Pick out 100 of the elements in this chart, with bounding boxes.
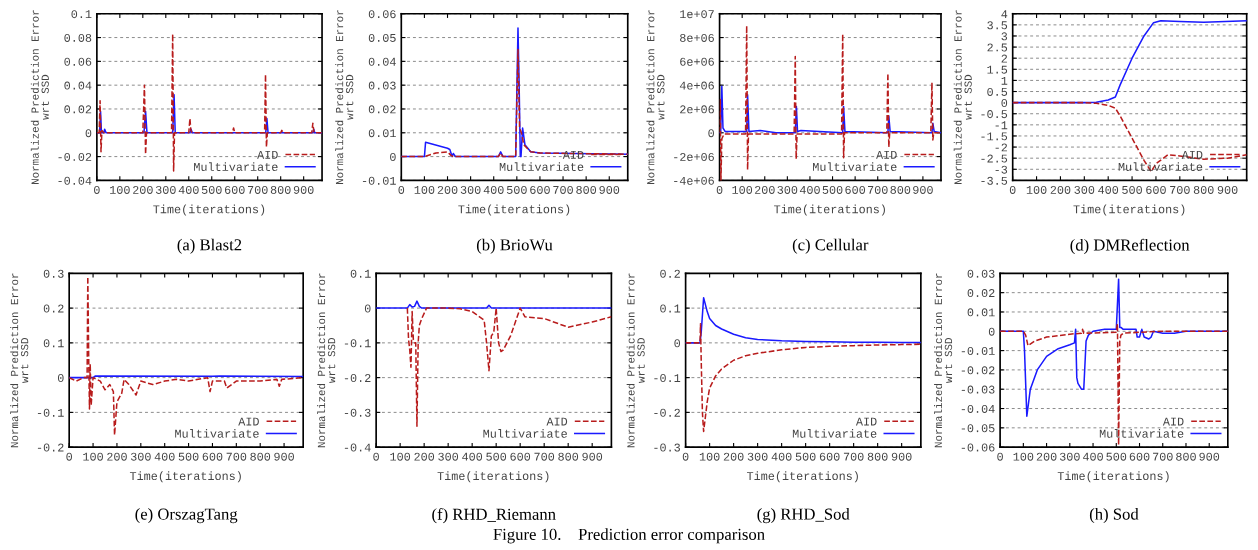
y-tick-label: 0.06	[64, 57, 92, 66]
y-tick-label: 0	[1001, 99, 1008, 108]
legend-label: Multivariate	[194, 162, 278, 171]
text: (d) DMReflection	[1070, 238, 1190, 255]
legend-label: AID	[238, 417, 259, 426]
x-tick-label: 800	[250, 452, 271, 461]
y-tick-label: -1.5	[981, 132, 1008, 141]
y-tick-label: -0.02	[58, 152, 92, 161]
legend-label: Multivariate	[792, 429, 877, 438]
text: (c) Cellular	[792, 238, 869, 254]
legend-label: Multivariate	[483, 429, 567, 438]
x-tick-label: 400	[799, 185, 820, 194]
x-tick-label: 300	[460, 185, 481, 194]
y-tick-label: -0.2	[344, 374, 371, 383]
y-tick-label: -2e+06	[674, 152, 714, 161]
x-tick-label: 300	[155, 185, 176, 194]
y-tick-label: 1	[1001, 76, 1008, 85]
y-tick-label: -0.1	[654, 374, 681, 383]
legend-label: AID	[876, 150, 897, 159]
x-tick-label: 400	[462, 452, 483, 461]
y-tick-label: -0.01	[362, 176, 396, 185]
text: (a) Blast2	[177, 238, 242, 254]
y-tick-label: -0.4	[344, 443, 371, 452]
y-tick-label: -0.1	[344, 339, 371, 348]
x-tick-label: 900	[599, 185, 620, 194]
y-tick-label: 0.01	[368, 129, 396, 138]
y-tick-label: 0.5	[987, 87, 1008, 96]
y-tick-label: 0.1	[350, 269, 371, 278]
x-tick-label: 400	[154, 452, 175, 461]
y-tick-label: -0.02	[961, 366, 995, 375]
x-tick-label: 600	[1129, 452, 1150, 461]
y-tick-label: 0.03	[368, 81, 396, 90]
x-tick-label: 200	[1050, 185, 1071, 194]
x-tick-label: 500	[506, 185, 527, 194]
x-tick-label: 0	[94, 185, 100, 194]
y-tick-label: 0.02	[967, 289, 995, 298]
x-tick-label: 700	[247, 185, 268, 194]
x-tick-label: 200	[133, 185, 153, 194]
x-tick-label: 500	[486, 452, 507, 461]
y-axis-title: Normalized Prediction Error wrt SSD	[10, 273, 29, 448]
x-tick-label: 0	[398, 185, 405, 194]
x-tick-label: 0	[1009, 185, 1016, 194]
x-tick-label: 200	[107, 452, 127, 461]
x-tick-label: 300	[130, 452, 151, 461]
x-tick-label: 500	[795, 452, 816, 461]
y-axis-title: Normalized Prediction Error wrt SSD	[626, 273, 645, 448]
x-tick-label: 800	[1176, 452, 1196, 461]
legend-label: Multivariate	[175, 429, 259, 438]
x-tick-label: 700	[226, 452, 247, 461]
text: (h) Sod	[1089, 507, 1139, 524]
x-tick-label: 100	[414, 185, 435, 194]
y-tick-label: 2e+06	[680, 105, 714, 114]
x-tick-label: 0	[716, 185, 723, 194]
x-tick-label: 500	[1122, 185, 1142, 194]
x-tick-label: 100	[110, 185, 130, 194]
x-tick-label: 700	[553, 185, 573, 194]
text: (g) RHD_Sod	[757, 507, 850, 524]
x-axis-title: Time(iterations)	[746, 471, 858, 483]
x-tick-label: 400	[1083, 452, 1103, 461]
x-tick-label: 800	[576, 185, 597, 194]
y-axis-title: Normalized Prediction Error wrt SSD	[646, 10, 665, 184]
y-tick-label: -0.03	[961, 385, 995, 394]
line-series	[376, 300, 612, 309]
line-series	[401, 48, 628, 158]
legend-label: AID	[257, 150, 278, 159]
y-tick-label: -3	[995, 165, 1008, 174]
y-tick-label: 3	[1001, 32, 1008, 41]
line-series	[69, 276, 304, 436]
x-tick-label: 700	[1153, 452, 1173, 461]
x-tick-label: 900	[913, 185, 933, 194]
y-axis-title: Normalized Prediction Error wrt SSD	[335, 10, 354, 184]
y-tick-label: 4e+06	[679, 81, 714, 90]
y-tick-label: -4e+06	[674, 176, 714, 185]
y-tick-label: 0.04	[64, 81, 92, 90]
x-tick-label: 200	[1036, 452, 1057, 461]
x-tick-label: 900	[1217, 185, 1238, 194]
x-tick-label: 200	[414, 452, 435, 461]
y-tick-label: -0.3	[654, 443, 680, 452]
x-tick-label: 200	[754, 185, 775, 194]
line-series	[406, 307, 612, 428]
caption: Figure 10. Prediction error comparison	[493, 528, 765, 544]
y-tick-label: 0	[57, 374, 64, 383]
x-tick-label: 400	[1098, 185, 1119, 194]
y-axis-title: Normalized Prediction Error wrt SSD	[30, 10, 49, 184]
x-tick-label: 800	[1193, 185, 1214, 194]
x-tick-label: 900	[891, 452, 912, 461]
x-axis-title: Time(iterations)	[129, 471, 241, 483]
text: (f) RHD_Riemann	[432, 507, 556, 524]
y-tick-label: 0	[390, 152, 396, 161]
x-tick-label: 100	[1026, 185, 1047, 194]
x-tick-label: 600	[530, 185, 550, 194]
y-tick-label: -0.04	[58, 176, 92, 185]
x-tick-label: 900	[1199, 452, 1220, 461]
legend-label: Multivariate	[1118, 162, 1203, 171]
y-tick-label: 1e+07	[680, 10, 714, 19]
legend-label: Multivariate	[813, 162, 897, 171]
y-tick-label: 0.03	[967, 269, 995, 278]
x-tick-label: 800	[270, 185, 291, 194]
y-tick-label: 2.5	[987, 43, 1008, 52]
y-tick-label: -0.1	[37, 408, 64, 417]
